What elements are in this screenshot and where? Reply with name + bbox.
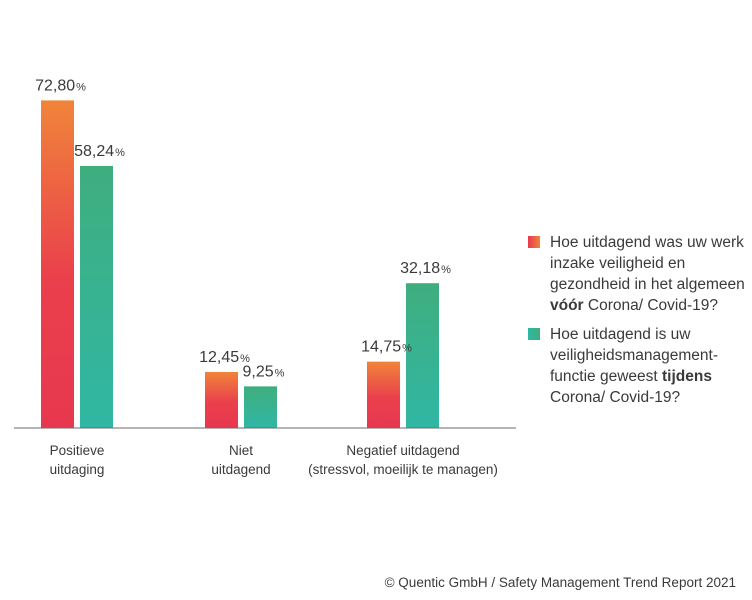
data-label-s2-c2: 9,25% — [243, 363, 285, 380]
data-label-s2-c3: 32,18% — [400, 260, 451, 277]
legend-swatch-green — [528, 328, 540, 340]
legend-item-before-corona: Hoe uitdagend was uw werk inzake veiligh… — [528, 232, 748, 316]
category-label-1-line-1: Positieve — [50, 443, 105, 458]
legend-text-2a: Hoe uitdagend is uw veiligheidsmanagemen… — [550, 326, 719, 385]
category-label-1-line-2: uitdaging — [50, 462, 105, 477]
bar-s1-c2 — [205, 371, 238, 428]
legend-text-2-bold: tijdens — [662, 368, 712, 385]
bar-s1-c1 — [41, 100, 74, 429]
copyright-footer: © Quentic GmbH / Safety Management Trend… — [384, 575, 736, 590]
category-label-2-line-2: uitdagend — [211, 462, 270, 477]
legend-text-1b: Corona/ Covid-19? — [583, 297, 719, 314]
bar-s2-c3 — [406, 283, 439, 428]
data-label-s2-c1: 58,24% — [74, 143, 125, 160]
legend-item-during-corona: Hoe uitdagend is uw veiligheidsmanagemen… — [528, 324, 748, 408]
category-label-3-line-2: (stressvol, moeilijk te managen) — [308, 462, 498, 477]
data-label-s1-c3: 14,75% — [361, 339, 412, 356]
chart-legend: Hoe uitdagend was uw werk inzake veiligh… — [528, 232, 748, 416]
bar-s2-c2 — [244, 386, 277, 428]
legend-swatch-red — [528, 236, 540, 248]
data-label-s1-c1: 72,80% — [35, 77, 86, 94]
legend-text-1-bold: vóór — [550, 297, 584, 314]
bar-s2-c1 — [80, 165, 113, 429]
legend-text-2b: Corona/ Covid-19? — [550, 389, 681, 406]
bar-s1-c3 — [367, 361, 400, 428]
category-label-2-line-1: Niet — [229, 443, 253, 458]
bar-chart: 72,80% 12,45% 14,75% 58,24% 9,25% 32,18% Posit… — [14, 77, 516, 477]
data-label-s1-c2: 12,45% — [199, 349, 250, 366]
legend-text-1a: Hoe uitdagend was uw werk inzake veiligh… — [550, 234, 745, 293]
category-label-3-line-1: Negatief uitdagend — [346, 443, 459, 458]
